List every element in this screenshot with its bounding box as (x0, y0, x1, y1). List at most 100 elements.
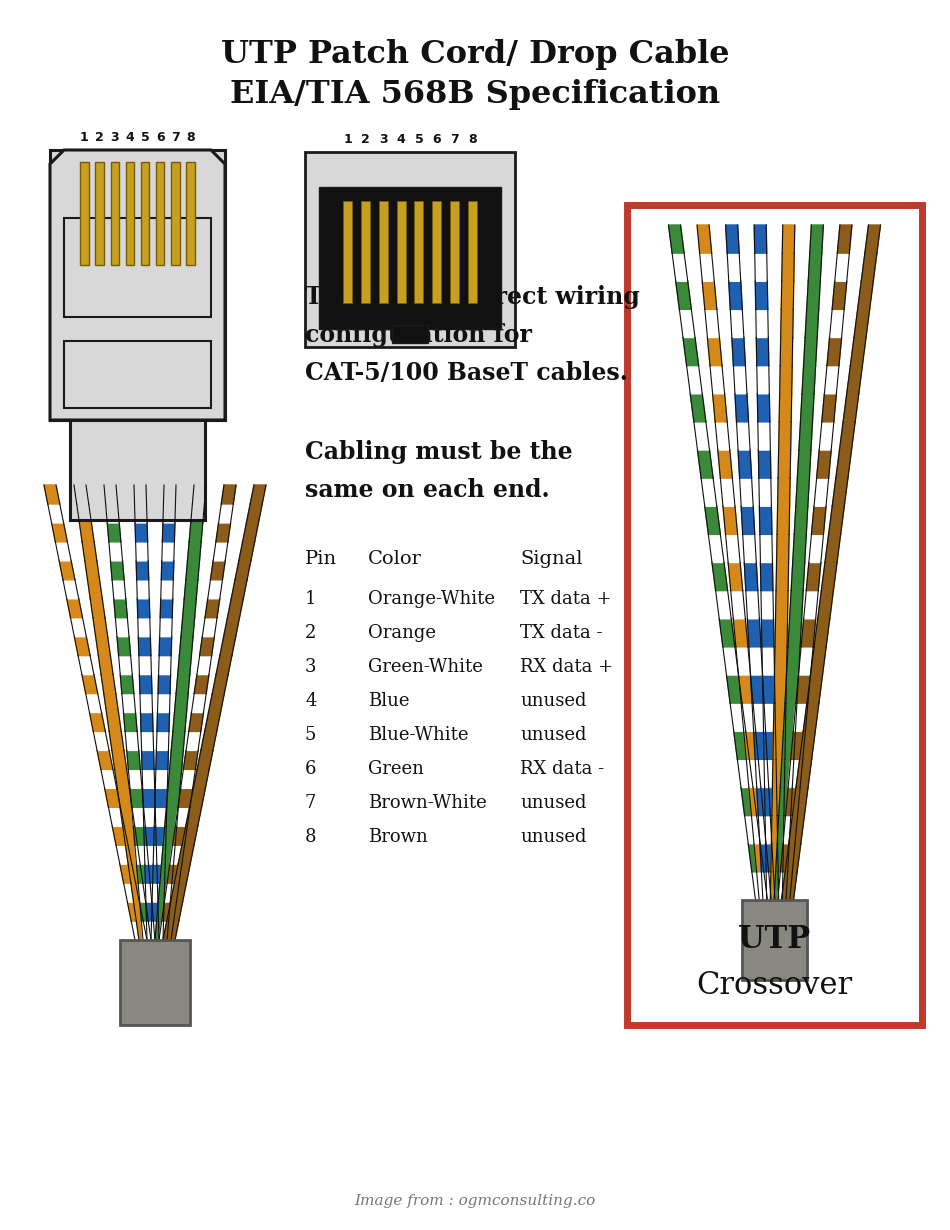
Polygon shape (846, 365, 863, 394)
Polygon shape (825, 365, 839, 394)
Polygon shape (829, 310, 845, 337)
Polygon shape (108, 807, 124, 827)
Polygon shape (753, 732, 768, 759)
Polygon shape (208, 694, 224, 712)
Polygon shape (801, 619, 816, 647)
Text: unused: unused (520, 795, 586, 812)
Polygon shape (143, 807, 156, 827)
Polygon shape (774, 647, 787, 675)
Polygon shape (93, 732, 109, 750)
Polygon shape (731, 310, 744, 337)
Polygon shape (687, 365, 702, 394)
Polygon shape (804, 337, 817, 365)
Polygon shape (702, 282, 717, 310)
Polygon shape (182, 827, 198, 845)
Polygon shape (735, 394, 749, 422)
Polygon shape (132, 807, 145, 827)
Polygon shape (104, 788, 121, 807)
Polygon shape (726, 225, 739, 253)
Polygon shape (780, 844, 795, 872)
Polygon shape (757, 787, 770, 815)
Polygon shape (160, 865, 174, 883)
Polygon shape (761, 590, 773, 619)
Polygon shape (819, 422, 834, 450)
Polygon shape (158, 694, 170, 712)
Polygon shape (709, 534, 724, 562)
Text: TX data -: TX data - (520, 624, 602, 642)
Text: Green-White: Green-White (368, 658, 483, 677)
Polygon shape (194, 674, 209, 694)
Polygon shape (765, 815, 778, 844)
Text: RX data -: RX data - (520, 760, 604, 779)
Polygon shape (796, 759, 811, 787)
Polygon shape (737, 759, 753, 787)
Polygon shape (186, 807, 201, 827)
Polygon shape (710, 365, 725, 394)
Polygon shape (136, 561, 149, 579)
Polygon shape (134, 902, 148, 921)
Polygon shape (814, 478, 828, 507)
Polygon shape (63, 579, 79, 599)
Polygon shape (727, 675, 742, 704)
Polygon shape (136, 921, 151, 940)
Polygon shape (755, 282, 768, 310)
Polygon shape (832, 478, 847, 507)
Text: 8: 8 (186, 132, 195, 144)
Polygon shape (810, 647, 826, 675)
Polygon shape (754, 844, 769, 872)
Polygon shape (793, 704, 808, 732)
Polygon shape (175, 865, 190, 883)
Polygon shape (208, 579, 222, 599)
Polygon shape (80, 523, 94, 542)
Polygon shape (752, 704, 766, 732)
Polygon shape (779, 394, 791, 422)
Polygon shape (727, 253, 741, 282)
Polygon shape (74, 485, 88, 504)
Polygon shape (766, 844, 778, 872)
Polygon shape (155, 921, 169, 940)
Polygon shape (48, 504, 64, 523)
Polygon shape (134, 485, 146, 504)
Polygon shape (171, 883, 186, 902)
Polygon shape (751, 815, 766, 844)
Polygon shape (124, 712, 137, 732)
Polygon shape (179, 845, 194, 865)
Text: Orange: Orange (368, 624, 436, 642)
Polygon shape (754, 225, 767, 253)
Text: Green: Green (368, 760, 424, 779)
Bar (171, 162, 180, 264)
Polygon shape (120, 865, 136, 883)
Polygon shape (197, 656, 212, 674)
Polygon shape (186, 732, 200, 750)
Polygon shape (142, 750, 154, 770)
Polygon shape (176, 674, 190, 694)
Text: unused: unused (520, 692, 586, 710)
Polygon shape (171, 732, 185, 750)
Polygon shape (825, 534, 841, 562)
Polygon shape (112, 827, 128, 845)
Polygon shape (792, 787, 808, 815)
Polygon shape (82, 542, 97, 561)
Polygon shape (168, 770, 181, 788)
Polygon shape (78, 656, 94, 674)
Polygon shape (782, 732, 795, 759)
Polygon shape (189, 523, 202, 542)
Text: 4: 4 (305, 692, 316, 710)
Polygon shape (729, 282, 742, 310)
Polygon shape (142, 788, 155, 807)
Polygon shape (125, 845, 141, 865)
Polygon shape (764, 759, 776, 787)
Polygon shape (708, 337, 722, 365)
Polygon shape (211, 561, 225, 579)
Polygon shape (178, 656, 191, 674)
Polygon shape (104, 694, 119, 712)
Polygon shape (142, 921, 155, 940)
Polygon shape (137, 865, 150, 883)
Polygon shape (163, 485, 176, 504)
Polygon shape (807, 675, 823, 704)
Polygon shape (799, 422, 812, 450)
Polygon shape (772, 759, 785, 787)
Polygon shape (144, 845, 157, 865)
Polygon shape (194, 770, 209, 788)
Text: 3: 3 (305, 658, 316, 677)
